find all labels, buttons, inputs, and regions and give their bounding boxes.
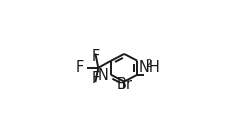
Text: F: F bbox=[75, 60, 84, 75]
Text: F: F bbox=[91, 71, 99, 86]
Text: NH: NH bbox=[138, 60, 159, 75]
Text: Br: Br bbox=[116, 77, 132, 92]
Text: N: N bbox=[98, 68, 109, 83]
Text: 2: 2 bbox=[144, 59, 151, 69]
Text: F: F bbox=[91, 49, 99, 64]
